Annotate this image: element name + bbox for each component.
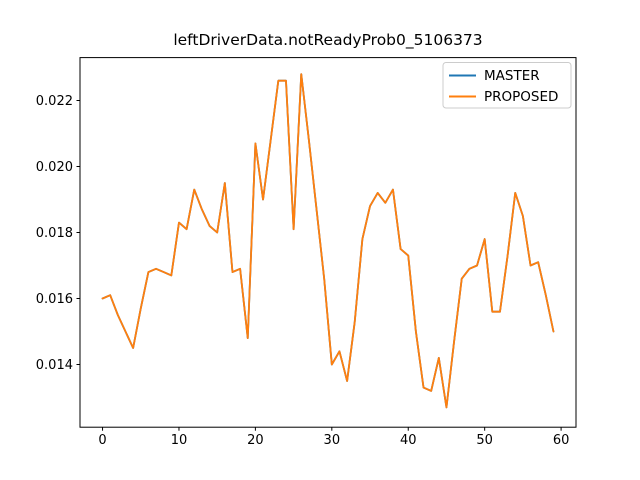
y-tick-label: 0.014 [36, 358, 73, 373]
series-group [101, 73, 555, 409]
plot-area [79, 57, 577, 428]
x-tick-label: 50 [476, 433, 493, 448]
y-tick-label: 0.018 [36, 226, 73, 241]
x-tick-label: 40 [400, 433, 417, 448]
x-tick-label: 30 [324, 433, 341, 448]
legend: MASTER PROPOSED [442, 62, 572, 109]
y-axis: 0.014 0.016 0.018 0.020 0.022 [36, 94, 80, 373]
x-tick-label: 60 [553, 433, 570, 448]
x-axis: 0 10 20 30 40 50 60 [98, 427, 569, 448]
x-tick-label: 20 [247, 433, 264, 448]
legend-label-proposed: PROPOSED [484, 89, 558, 105]
x-tick-label: 0 [98, 433, 106, 448]
y-tick-label: 0.020 [36, 160, 73, 175]
legend-label-master: MASTER [484, 68, 540, 84]
y-tick-label: 0.022 [36, 94, 73, 109]
y-tick-label: 0.016 [36, 292, 73, 307]
chart-title: leftDriverData.notReadyProb0_5106373 [173, 31, 482, 50]
x-tick-label: 10 [171, 433, 188, 448]
proposed-line [101, 73, 555, 409]
